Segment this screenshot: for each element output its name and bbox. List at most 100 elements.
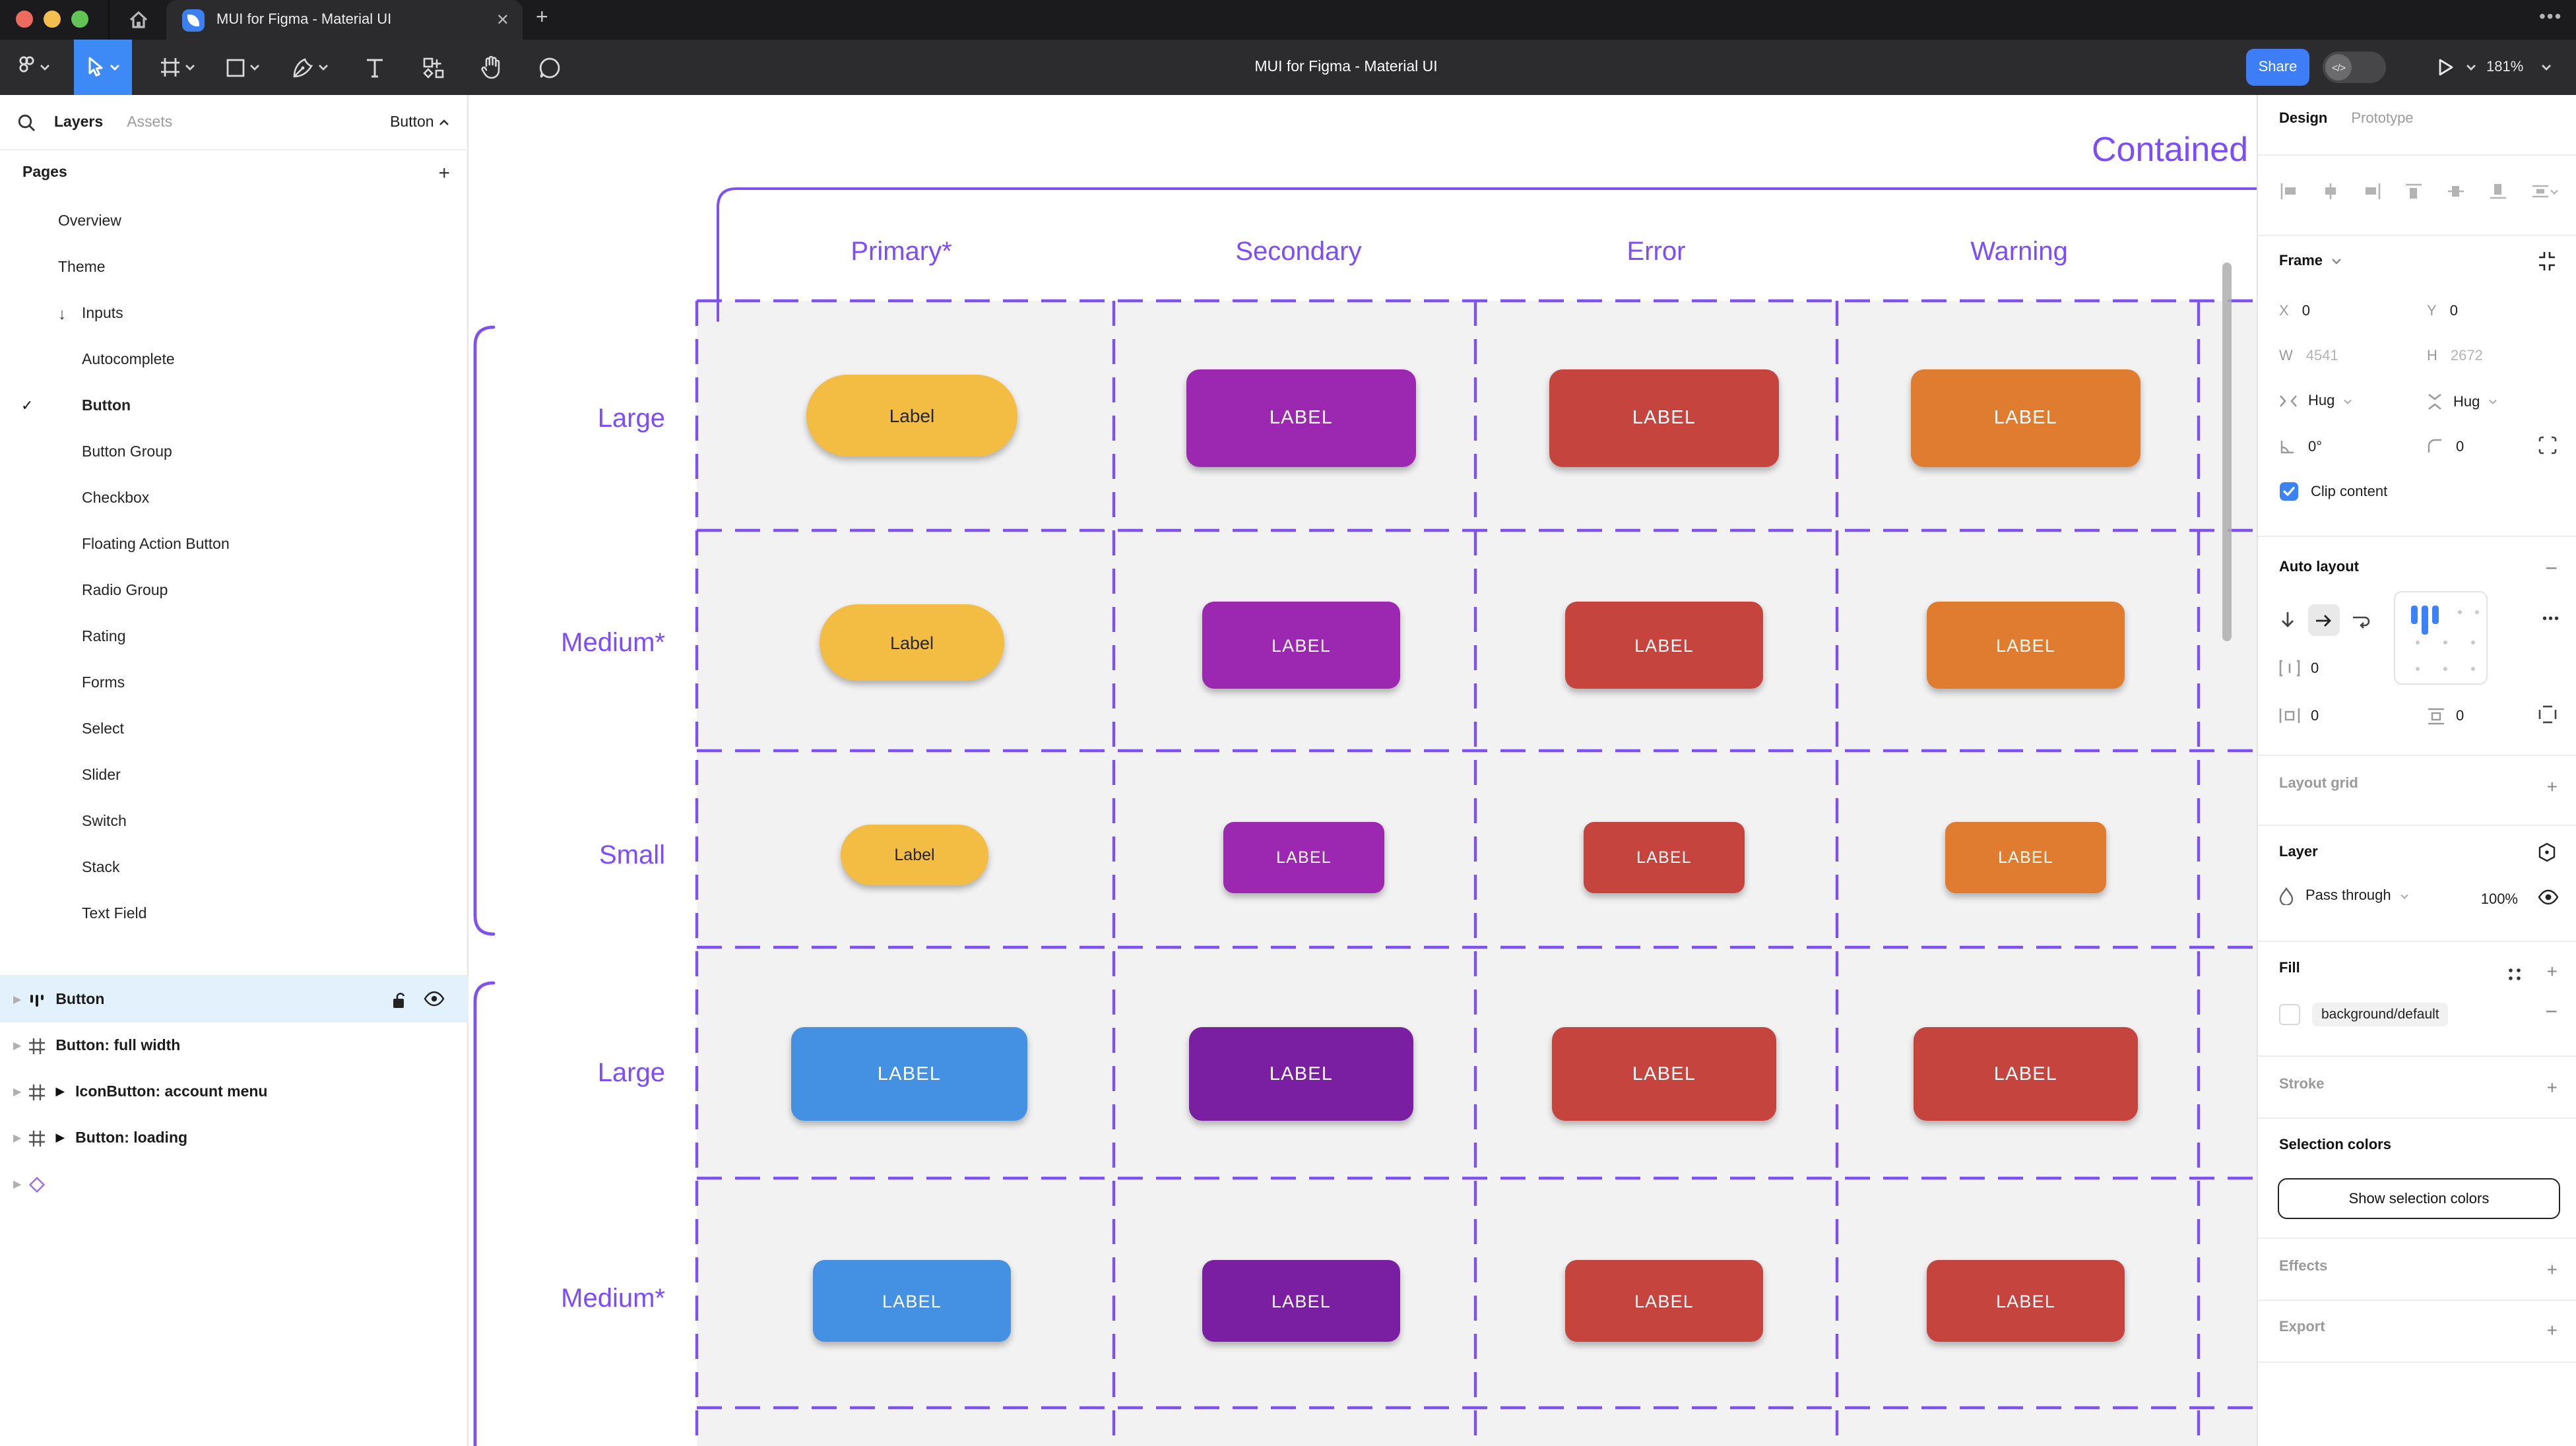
- flow-horizontal-selected[interactable]: [2308, 604, 2340, 636]
- align-h-center-icon[interactable]: [2321, 182, 2340, 201]
- dev-mode-toggle[interactable]: </>: [2323, 51, 2386, 83]
- page-item-slider[interactable]: Slider: [0, 752, 468, 798]
- page-item-radio-group[interactable]: Radio Group: [0, 567, 468, 613]
- wrap-icon[interactable]: [2352, 612, 2371, 629]
- specimen-button-16[interactable]: LABEL: [813, 1260, 1011, 1342]
- main-menu-button[interactable]: [13, 40, 53, 95]
- new-tab-button[interactable]: +: [536, 7, 548, 29]
- corner-radius-field[interactable]: 0: [2427, 438, 2464, 455]
- share-button[interactable]: Share: [2246, 49, 2309, 86]
- expand-chevron-icon[interactable]: ▶: [13, 1132, 22, 1144]
- specimen-button-13[interactable]: LABEL: [1189, 1027, 1413, 1121]
- expand-chevron-icon[interactable]: ▶: [13, 1086, 22, 1098]
- page-item-theme[interactable]: Theme: [0, 244, 468, 290]
- specimen-button-6[interactable]: LABEL: [1565, 602, 1763, 689]
- show-selection-colors-button[interactable]: Show selection colors: [2278, 1178, 2560, 1219]
- frame-tool-button[interactable]: [148, 40, 206, 95]
- distribute-menu[interactable]: [2531, 182, 2559, 201]
- page-item-switch[interactable]: Switch: [0, 798, 468, 844]
- tab-layers[interactable]: Layers: [54, 114, 104, 130]
- specimen-button-7[interactable]: LABEL: [1927, 602, 2125, 689]
- specimen-button-8[interactable]: Label: [841, 825, 988, 885]
- rotation-field[interactable]: 0°: [2279, 438, 2322, 455]
- document-tab[interactable]: MUI for Figma - Material UI ✕: [166, 0, 523, 40]
- unlock-icon[interactable]: [391, 990, 408, 1009]
- page-item-autocomplete[interactable]: Autocomplete: [0, 336, 468, 383]
- minimize-window-button[interactable]: [44, 11, 61, 28]
- checkbox-checked-icon[interactable]: [2279, 482, 2299, 501]
- visible-eye-icon[interactable]: [424, 990, 445, 1006]
- specimen-button-5[interactable]: LABEL: [1202, 602, 1400, 689]
- auto-layout-more-button[interactable]: •••: [2542, 612, 2560, 627]
- add-stroke-button[interactable]: +: [2546, 1077, 2558, 1098]
- page-item-stack[interactable]: Stack: [0, 844, 468, 891]
- page-item-rating[interactable]: Rating: [0, 613, 468, 660]
- hug-horizontal-field[interactable]: Hug: [2279, 393, 2353, 409]
- hand-tool-button[interactable]: [467, 40, 515, 95]
- text-tool-button[interactable]: [354, 40, 396, 95]
- page-selector[interactable]: Button: [390, 114, 450, 130]
- page-item-select[interactable]: Select: [0, 706, 468, 752]
- gap-field[interactable]: 0: [2279, 660, 2319, 677]
- arrow-down-icon[interactable]: ↓: [58, 304, 66, 323]
- align-bottom-icon[interactable]: [2489, 182, 2507, 201]
- expand-chevron-icon[interactable]: ▶: [13, 1178, 22, 1190]
- align-v-center-icon[interactable]: [2447, 182, 2466, 201]
- alignment-grid-widget[interactable]: [2394, 591, 2488, 685]
- add-effect-button[interactable]: +: [2546, 1259, 2558, 1280]
- specimen-button-15[interactable]: LABEL: [1914, 1027, 2138, 1121]
- page-item-text-field[interactable]: Text Field: [0, 891, 468, 937]
- maximize-window-button[interactable]: [71, 11, 88, 28]
- search-icon[interactable]: [17, 113, 36, 131]
- zoom-menu-chevron-icon[interactable]: [2540, 63, 2552, 71]
- layer-opacity-value[interactable]: 100%: [2480, 892, 2518, 908]
- page-item-floating-action-button[interactable]: Floating Action Button: [0, 521, 468, 567]
- specimen-button-0[interactable]: Label: [806, 375, 1017, 456]
- layer-item-button[interactable]: ▶ Button: [0, 976, 468, 1022]
- remove-auto-layout-button[interactable]: −: [2545, 558, 2558, 581]
- home-tab-segment[interactable]: [108, 0, 168, 40]
- specimen-button-10[interactable]: LABEL: [1584, 822, 1745, 893]
- specimen-button-19[interactable]: LABEL: [1927, 1260, 2125, 1342]
- resources-tool-button[interactable]: [409, 40, 457, 95]
- specimen-button-2[interactable]: LABEL: [1549, 369, 1779, 467]
- canvas[interactable]: Contained Primary* Secondary Error Warning …: [468, 95, 2257, 1446]
- fill-token-chip[interactable]: background/default: [2312, 1003, 2449, 1026]
- layer-item-button-loading[interactable]: ▶ ▶ Button: loading: [0, 1115, 468, 1161]
- specimen-button-18[interactable]: LABEL: [1565, 1260, 1763, 1342]
- tab-design[interactable]: Design: [2279, 111, 2328, 127]
- pen-tool-button[interactable]: [280, 40, 340, 95]
- independent-padding-icon[interactable]: [2538, 705, 2558, 724]
- canvas-scrollbar[interactable]: [2222, 263, 2232, 641]
- frame-h-field[interactable]: H 2672: [2427, 348, 2483, 364]
- tab-assets[interactable]: Assets: [127, 114, 173, 130]
- shape-tool-button[interactable]: [214, 40, 272, 95]
- close-window-button[interactable]: [16, 11, 33, 28]
- zoom-level-indicator[interactable]: 181%: [2486, 59, 2524, 75]
- comment-tool-button[interactable]: [525, 40, 573, 95]
- hug-vertical-field[interactable]: Hug: [2427, 393, 2498, 410]
- frame-w-field[interactable]: W 4541: [2279, 348, 2338, 364]
- align-left-icon[interactable]: [2279, 182, 2298, 201]
- flow-vertical-icon[interactable]: [2279, 611, 2296, 629]
- specimen-button-17[interactable]: LABEL: [1202, 1260, 1400, 1342]
- resize-to-fit-icon[interactable]: [2536, 251, 2558, 272]
- add-layout-grid-button[interactable]: +: [2546, 776, 2558, 797]
- specimen-button-11[interactable]: LABEL: [1945, 822, 2106, 893]
- present-options-chevron-icon[interactable]: [2465, 63, 2477, 71]
- add-page-button[interactable]: +: [438, 162, 450, 184]
- frame-section-header[interactable]: Frame: [2279, 253, 2342, 269]
- padding-vertical-field[interactable]: 0: [2427, 707, 2464, 726]
- specimen-button-9[interactable]: LABEL: [1223, 822, 1384, 893]
- specimen-button-4[interactable]: Label: [820, 604, 1004, 681]
- specimen-button-12[interactable]: LABEL: [791, 1027, 1027, 1121]
- page-item-button[interactable]: ✓ Button: [0, 383, 468, 429]
- move-tool-button[interactable]: [74, 40, 132, 95]
- page-item-forms[interactable]: Forms: [0, 660, 468, 706]
- specimen-button-14[interactable]: LABEL: [1552, 1027, 1776, 1121]
- page-item-button-group[interactable]: Button Group: [0, 429, 468, 475]
- blend-mode-row[interactable]: Pass through: [2279, 887, 2410, 905]
- blend-settings-icon[interactable]: [2536, 842, 2558, 863]
